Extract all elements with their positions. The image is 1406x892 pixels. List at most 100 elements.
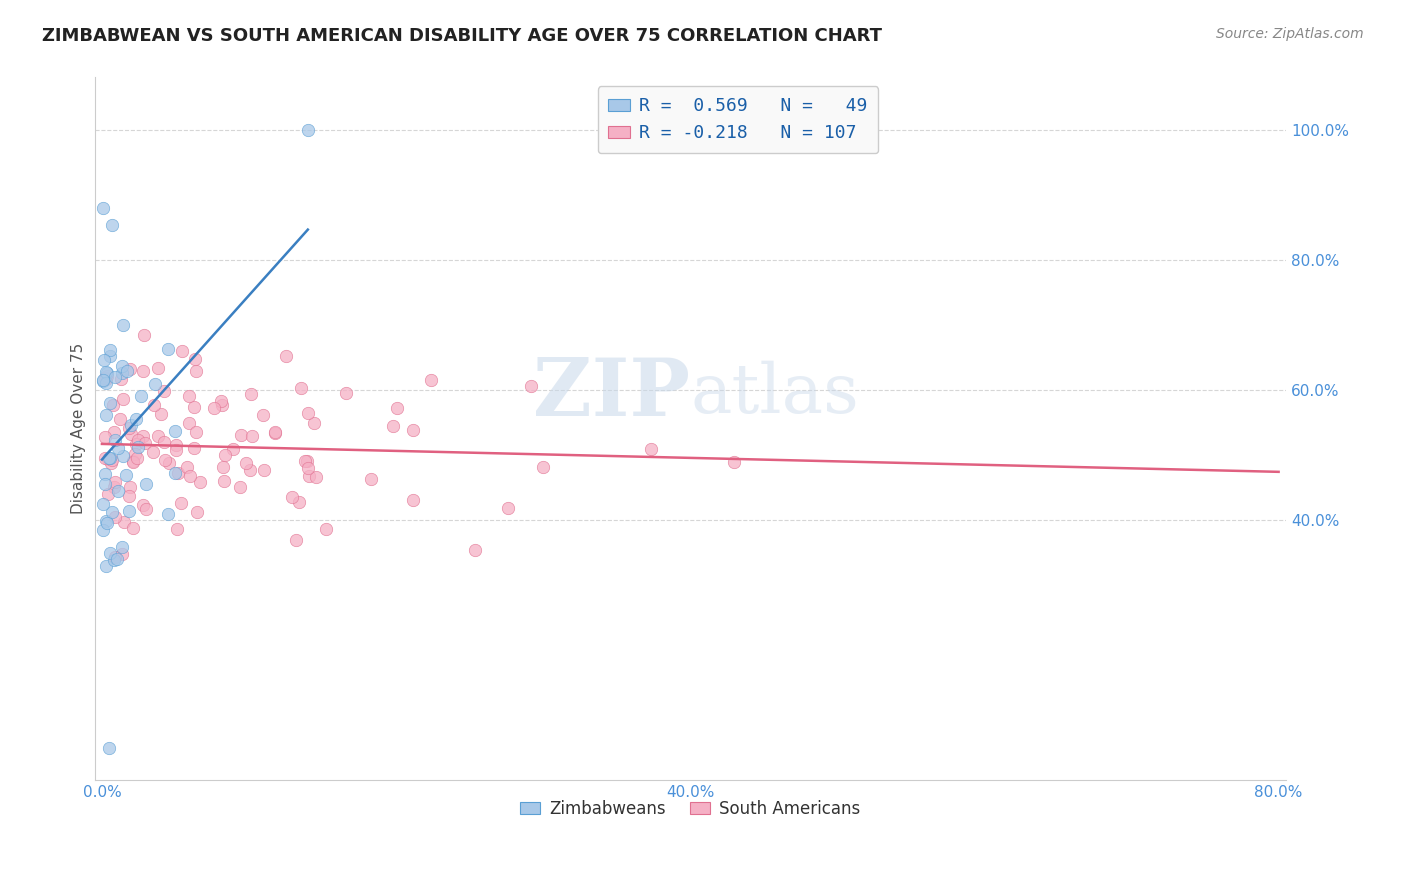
Point [420, 374, 443, 388]
Point [288, 495, 311, 509]
Point [97, 451, 120, 466]
Point [297, 122, 319, 136]
Point [280, 490, 302, 504]
Point [94, 372, 117, 386]
Point [104, 369, 127, 384]
Point [153, 384, 176, 398]
Point [402, 492, 425, 507]
Point [122, 521, 145, 535]
Point [107, 441, 129, 455]
Point [96, 365, 118, 379]
Point [381, 419, 404, 434]
Point [98, 395, 121, 409]
Point [96, 516, 118, 530]
Point [305, 470, 328, 484]
Point [165, 442, 187, 457]
Point [94, 430, 117, 444]
Point [93, 523, 115, 537]
Point [103, 552, 125, 566]
Point [127, 440, 149, 454]
Point [179, 469, 201, 483]
Point [211, 398, 233, 412]
Point [520, 379, 543, 393]
Point [111, 392, 134, 406]
Point [98, 740, 121, 755]
Point [640, 442, 662, 457]
Point [235, 456, 257, 470]
Point [274, 349, 297, 363]
Point [122, 454, 145, 468]
Point [118, 421, 141, 435]
Text: Source: ZipAtlas.com: Source: ZipAtlas.com [1216, 27, 1364, 41]
Point [104, 434, 127, 448]
Point [183, 442, 205, 456]
Point [146, 429, 169, 443]
Point [132, 498, 155, 512]
Point [93, 353, 115, 368]
Point [240, 429, 263, 443]
Point [231, 428, 253, 442]
Point [93, 496, 115, 510]
Point [132, 429, 155, 443]
Point [101, 505, 124, 519]
Point [135, 477, 157, 491]
Y-axis label: Disability Age Over 75: Disability Age Over 75 [72, 343, 86, 515]
Point [202, 401, 225, 416]
Point [101, 218, 124, 232]
Legend: Zimbabweans, South Americans: Zimbabweans, South Americans [513, 793, 866, 825]
Text: ZIP: ZIP [533, 355, 690, 433]
Point [165, 466, 187, 480]
Point [94, 558, 117, 573]
Point [98, 546, 121, 560]
Point [135, 502, 157, 516]
Point [285, 533, 308, 548]
Point [134, 436, 156, 450]
Point [297, 406, 319, 420]
Point [297, 454, 319, 468]
Point [131, 363, 153, 377]
Point [111, 548, 134, 562]
Point [120, 417, 142, 432]
Point [124, 447, 146, 461]
Point [112, 515, 135, 529]
Point [98, 349, 121, 363]
Point [103, 425, 125, 439]
Point [94, 514, 117, 528]
Point [186, 505, 208, 519]
Point [93, 201, 115, 215]
Point [142, 445, 165, 459]
Point [104, 549, 127, 564]
Point [111, 359, 134, 373]
Point [104, 509, 127, 524]
Point [302, 416, 325, 430]
Point [110, 372, 132, 386]
Point [93, 373, 115, 387]
Point [252, 463, 274, 477]
Point [290, 381, 312, 395]
Point [96, 369, 118, 384]
Point [211, 460, 233, 475]
Point [146, 361, 169, 376]
Point [239, 463, 262, 477]
Point [100, 456, 122, 470]
Point [157, 456, 180, 470]
Point [165, 437, 187, 451]
Point [252, 408, 274, 422]
Point [93, 375, 115, 389]
Point [103, 480, 125, 494]
Point [184, 351, 207, 366]
Point [104, 475, 127, 489]
Point [96, 366, 118, 380]
Point [360, 472, 382, 486]
Point [94, 371, 117, 385]
Point [184, 363, 207, 377]
Point [94, 409, 117, 423]
Point [97, 487, 120, 501]
Point [298, 469, 321, 483]
Point [172, 343, 194, 358]
Point [264, 425, 287, 439]
Point [94, 467, 117, 481]
Point [157, 342, 180, 356]
Point [315, 522, 337, 536]
Point [402, 423, 425, 437]
